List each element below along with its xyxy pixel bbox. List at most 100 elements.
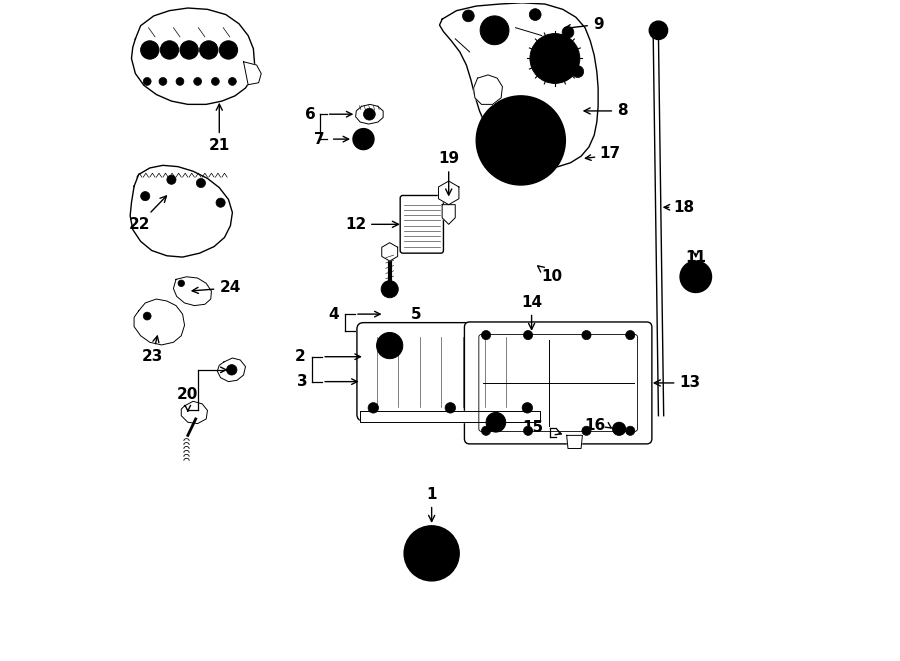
Circle shape bbox=[529, 9, 541, 20]
FancyBboxPatch shape bbox=[464, 322, 652, 444]
Circle shape bbox=[418, 540, 445, 566]
Polygon shape bbox=[567, 436, 582, 448]
Circle shape bbox=[685, 266, 706, 288]
Circle shape bbox=[227, 365, 237, 375]
Polygon shape bbox=[131, 8, 255, 104]
Circle shape bbox=[212, 77, 220, 85]
Text: 2: 2 bbox=[295, 349, 306, 364]
Circle shape bbox=[222, 44, 234, 56]
Circle shape bbox=[572, 65, 584, 77]
Circle shape bbox=[202, 44, 215, 56]
Polygon shape bbox=[244, 61, 261, 85]
Circle shape bbox=[159, 77, 166, 85]
Circle shape bbox=[143, 77, 151, 85]
Circle shape bbox=[368, 403, 379, 413]
Circle shape bbox=[476, 96, 565, 185]
Circle shape bbox=[582, 330, 591, 340]
Polygon shape bbox=[382, 243, 398, 261]
Circle shape bbox=[216, 198, 225, 208]
Circle shape bbox=[178, 280, 184, 287]
Circle shape bbox=[485, 104, 557, 176]
Polygon shape bbox=[130, 165, 232, 257]
Text: 8: 8 bbox=[584, 103, 628, 118]
Circle shape bbox=[144, 44, 156, 56]
Circle shape bbox=[626, 426, 634, 436]
Circle shape bbox=[486, 22, 503, 39]
Circle shape bbox=[166, 175, 176, 184]
Text: 23: 23 bbox=[141, 336, 163, 364]
Circle shape bbox=[176, 77, 184, 85]
Circle shape bbox=[220, 41, 238, 59]
Text: 5: 5 bbox=[410, 307, 421, 322]
Text: 3: 3 bbox=[297, 374, 308, 389]
Circle shape bbox=[410, 532, 453, 574]
Circle shape bbox=[486, 412, 506, 432]
Text: 10: 10 bbox=[537, 266, 562, 284]
Circle shape bbox=[200, 41, 218, 59]
Circle shape bbox=[613, 422, 626, 436]
Text: 15: 15 bbox=[522, 420, 543, 435]
Text: 4: 4 bbox=[328, 307, 338, 322]
Circle shape bbox=[382, 281, 398, 297]
Circle shape bbox=[160, 41, 178, 59]
Circle shape bbox=[482, 426, 490, 436]
Circle shape bbox=[626, 330, 634, 340]
Text: 20: 20 bbox=[177, 387, 199, 403]
Text: 7: 7 bbox=[313, 132, 324, 147]
Circle shape bbox=[680, 261, 712, 292]
Circle shape bbox=[481, 16, 509, 45]
Text: 16: 16 bbox=[585, 418, 606, 433]
Circle shape bbox=[491, 417, 501, 428]
Polygon shape bbox=[181, 401, 208, 424]
Polygon shape bbox=[174, 277, 212, 305]
Text: 19: 19 bbox=[438, 151, 459, 195]
Circle shape bbox=[143, 312, 151, 320]
Circle shape bbox=[496, 116, 545, 165]
Circle shape bbox=[358, 134, 369, 144]
Text: 6: 6 bbox=[305, 106, 316, 122]
Circle shape bbox=[353, 129, 374, 149]
Circle shape bbox=[385, 285, 394, 293]
Text: 11: 11 bbox=[685, 250, 706, 264]
Polygon shape bbox=[438, 181, 459, 205]
Circle shape bbox=[404, 525, 459, 581]
Circle shape bbox=[538, 42, 572, 75]
Circle shape bbox=[180, 41, 198, 59]
Circle shape bbox=[229, 77, 237, 85]
Circle shape bbox=[376, 332, 403, 359]
Text: 18: 18 bbox=[673, 200, 694, 215]
Circle shape bbox=[140, 41, 159, 59]
Text: 9: 9 bbox=[564, 17, 604, 32]
Circle shape bbox=[582, 426, 591, 436]
Polygon shape bbox=[439, 3, 598, 168]
Circle shape bbox=[524, 426, 533, 436]
Text: 14: 14 bbox=[521, 295, 542, 329]
Text: 1: 1 bbox=[427, 487, 436, 522]
Polygon shape bbox=[360, 411, 541, 422]
Text: 22: 22 bbox=[129, 196, 166, 232]
Polygon shape bbox=[217, 358, 246, 381]
Text: 21: 21 bbox=[209, 104, 230, 153]
Circle shape bbox=[522, 403, 533, 413]
Text: 12: 12 bbox=[345, 217, 399, 232]
Circle shape bbox=[616, 426, 623, 432]
Circle shape bbox=[446, 403, 455, 413]
FancyBboxPatch shape bbox=[357, 323, 544, 421]
Circle shape bbox=[194, 77, 202, 85]
Polygon shape bbox=[134, 299, 184, 345]
Circle shape bbox=[463, 10, 474, 22]
Circle shape bbox=[382, 338, 398, 354]
Circle shape bbox=[524, 330, 533, 340]
Polygon shape bbox=[442, 205, 455, 224]
Circle shape bbox=[482, 330, 490, 340]
Circle shape bbox=[425, 547, 438, 560]
Circle shape bbox=[562, 26, 574, 38]
Text: 17: 17 bbox=[599, 146, 621, 161]
Circle shape bbox=[164, 44, 176, 56]
Circle shape bbox=[364, 108, 375, 120]
Circle shape bbox=[140, 192, 149, 201]
Polygon shape bbox=[356, 104, 383, 124]
Text: 13: 13 bbox=[654, 375, 700, 391]
Circle shape bbox=[649, 21, 668, 40]
FancyBboxPatch shape bbox=[400, 196, 444, 253]
